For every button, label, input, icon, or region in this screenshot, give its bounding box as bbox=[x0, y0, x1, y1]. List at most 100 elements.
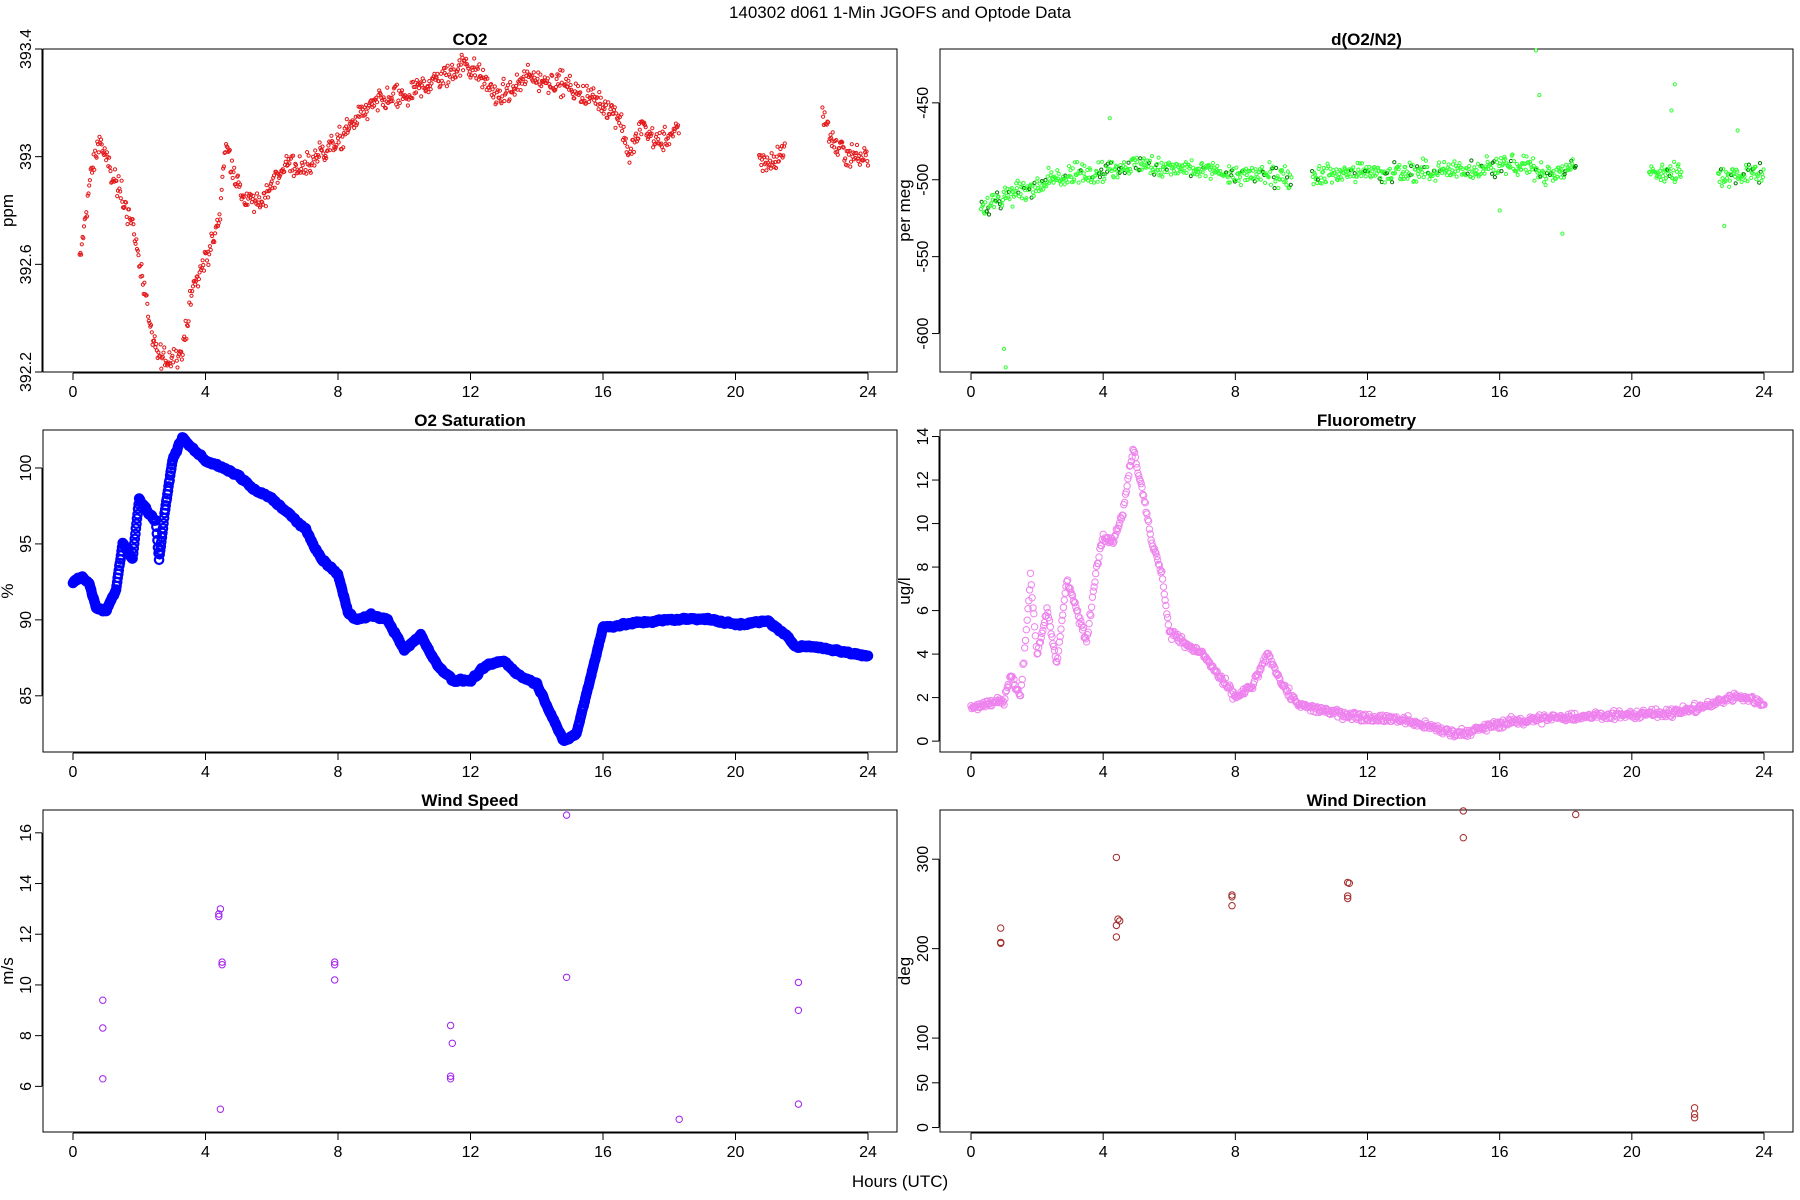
data-point bbox=[1359, 173, 1364, 179]
data-point bbox=[90, 170, 95, 175]
data-point bbox=[1531, 163, 1536, 169]
data-point bbox=[1068, 591, 1077, 600]
x-tick-label-wdir: 16 bbox=[1491, 1144, 1509, 1161]
data-point bbox=[125, 222, 130, 227]
data-point bbox=[129, 533, 141, 545]
data-point bbox=[999, 201, 1004, 206]
data-point bbox=[999, 697, 1007, 705]
data-point bbox=[1538, 174, 1543, 179]
data-point bbox=[1208, 662, 1216, 670]
data-point bbox=[1514, 169, 1519, 174]
data-point bbox=[500, 94, 505, 99]
data-point bbox=[1561, 175, 1567, 180]
data-point bbox=[104, 150, 110, 155]
data-point bbox=[979, 199, 984, 204]
data-point bbox=[186, 319, 191, 324]
data-point bbox=[1154, 560, 1163, 568]
data-point bbox=[220, 174, 225, 179]
data-point bbox=[598, 101, 603, 107]
data-point bbox=[1249, 684, 1257, 693]
data-point bbox=[1022, 626, 1031, 634]
data-point bbox=[988, 203, 993, 208]
data-point bbox=[1039, 626, 1047, 635]
data-point bbox=[1046, 623, 1055, 631]
data-point bbox=[501, 76, 506, 82]
data-point bbox=[231, 170, 236, 175]
data-point bbox=[552, 88, 557, 93]
data-point bbox=[1443, 168, 1448, 173]
data-point bbox=[179, 349, 184, 354]
data-point bbox=[215, 912, 223, 921]
data-point bbox=[1044, 184, 1049, 189]
data-point bbox=[597, 90, 602, 95]
data-point bbox=[1169, 172, 1174, 177]
data-point bbox=[157, 522, 169, 534]
data-point bbox=[1119, 511, 1127, 520]
data-point bbox=[277, 174, 282, 179]
data-point bbox=[1138, 156, 1143, 161]
data-point bbox=[794, 978, 803, 987]
data-point bbox=[1096, 160, 1101, 165]
data-point bbox=[1133, 463, 1141, 472]
data-point bbox=[662, 131, 667, 136]
data-point bbox=[1093, 173, 1098, 178]
data-point bbox=[302, 159, 307, 164]
data-point bbox=[1088, 593, 1097, 601]
data-point bbox=[832, 145, 837, 150]
data-point bbox=[190, 289, 195, 294]
data-point bbox=[116, 174, 121, 179]
data-point bbox=[329, 133, 334, 138]
data-point bbox=[447, 72, 452, 77]
data-point bbox=[304, 171, 309, 176]
panel-wdir: Wind Direction deg 0 4 8 12 16 20 24 0 50 100 200 300 bbox=[895, 791, 1794, 1161]
y-tick-label-fluor: 4 bbox=[915, 650, 932, 659]
data-point bbox=[1499, 169, 1504, 174]
data-point bbox=[1743, 178, 1748, 183]
data-point bbox=[1666, 167, 1672, 173]
data-point bbox=[1344, 894, 1352, 903]
data-point bbox=[1352, 171, 1357, 176]
data-point bbox=[825, 119, 830, 124]
data-point bbox=[127, 553, 138, 564]
data-point bbox=[119, 178, 124, 183]
data-point bbox=[1008, 192, 1014, 197]
data-point bbox=[1125, 167, 1130, 172]
data-point bbox=[531, 70, 536, 75]
data-point bbox=[209, 231, 214, 236]
data-point bbox=[1047, 179, 1053, 184]
data-point bbox=[1010, 675, 1018, 684]
data-point bbox=[558, 68, 563, 73]
plot-frame-o2n2 bbox=[939, 48, 1794, 373]
data-point bbox=[221, 166, 226, 171]
data-point bbox=[104, 158, 109, 163]
data-point bbox=[428, 87, 433, 92]
data-point bbox=[251, 193, 256, 198]
data-point bbox=[1085, 619, 1093, 628]
x-tick-label-wdir: 24 bbox=[1755, 1144, 1773, 1161]
data-point bbox=[1009, 186, 1014, 191]
data-point bbox=[163, 358, 168, 363]
data-point bbox=[346, 126, 352, 131]
data-point bbox=[518, 88, 523, 93]
data-point bbox=[1759, 178, 1764, 183]
data-point bbox=[286, 157, 291, 162]
y-axis-label-fluor: ug/l bbox=[895, 577, 914, 604]
data-point bbox=[129, 221, 134, 226]
data-point bbox=[1165, 169, 1170, 175]
data-point bbox=[257, 195, 262, 200]
data-point bbox=[1010, 204, 1015, 209]
data-point bbox=[1115, 175, 1120, 180]
data-point bbox=[768, 166, 773, 171]
data-point bbox=[1493, 170, 1498, 176]
data-point bbox=[489, 82, 494, 87]
data-point bbox=[131, 513, 143, 524]
data-point bbox=[495, 88, 500, 93]
y-tick-label-co2: 392.2 bbox=[18, 352, 35, 392]
data-point bbox=[1097, 171, 1102, 176]
y-tick-label-wdir: 100 bbox=[915, 1025, 932, 1052]
y-tick-label-co2: 393 bbox=[18, 143, 35, 170]
data-point bbox=[510, 89, 515, 95]
x-tick-label-o2sat: 4 bbox=[201, 764, 210, 781]
data-point bbox=[1184, 170, 1189, 175]
